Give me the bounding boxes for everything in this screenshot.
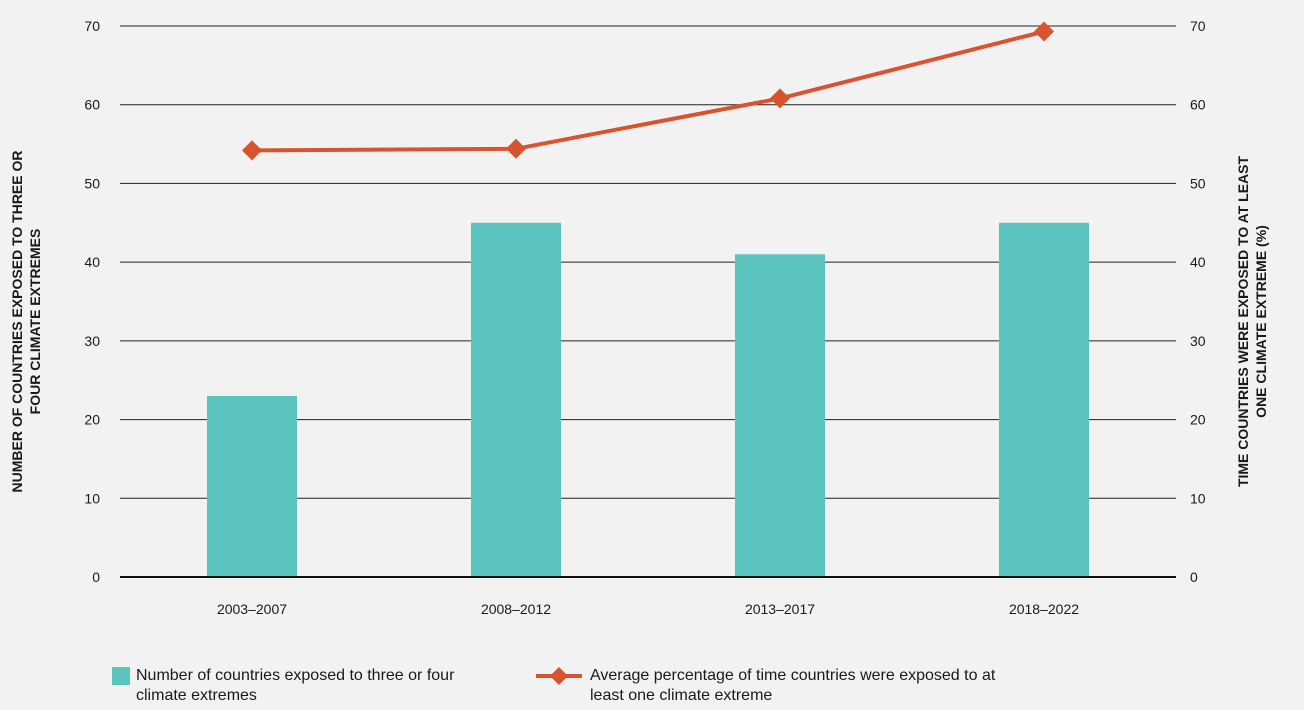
- bar: [207, 395, 297, 577]
- y-tick-label-right: 20: [1190, 412, 1206, 428]
- y-tick-label-left: 40: [84, 254, 100, 270]
- legend-line-icon: [536, 667, 582, 685]
- y-tick-label-right: 70: [1190, 18, 1206, 34]
- y-tick-label-left: 70: [84, 18, 100, 34]
- y-tick-label-left: 50: [84, 175, 100, 191]
- legend-line-label: Average percentage of time countries wer…: [590, 667, 996, 704]
- line-marker: [242, 140, 262, 161]
- bar: [471, 222, 561, 578]
- y-tick-label-right: 50: [1190, 175, 1206, 191]
- y-tick-label-right: 40: [1190, 254, 1206, 270]
- chart-plot: 0 0 10 10 20 20 30 30 40 40 50 50 60 60 70 70 2003–2007 2…: [9, 18, 1269, 617]
- series-line: [251, 29, 1045, 153]
- bar: [735, 254, 825, 577]
- y-tick-label-right: 60: [1190, 97, 1206, 113]
- line-marker: [770, 88, 790, 109]
- line-marker: [1034, 21, 1054, 42]
- y-tick-label-left: 0: [92, 569, 100, 585]
- x-tick-label: 2018–2022: [1009, 601, 1079, 617]
- legend-item-line: Average percentage of time countries wer…: [536, 666, 996, 706]
- y-tick-label-left: 20: [84, 412, 100, 428]
- x-tick-label: 2008–2012: [481, 601, 551, 617]
- y-tick-label-left: 60: [84, 97, 100, 113]
- y-tick-label-right: 10: [1190, 490, 1206, 506]
- bar: [999, 222, 1089, 578]
- line-marker: [506, 138, 526, 159]
- x-tick-label: 2013–2017: [745, 601, 815, 617]
- y-axis-title-left: NUMBER OF COUNTRIES EXPOSED TO THREE OR F…: [9, 151, 43, 493]
- y-tick-label-right: 0: [1190, 569, 1198, 585]
- y-axis-title-right: TIME COUNTRIES WERE EXPOSED TO AT LEAST O…: [1235, 156, 1269, 488]
- legend-bars-label: Number of countries exposed to three or …: [136, 667, 455, 704]
- x-tick-label: 2003–2007: [217, 601, 287, 617]
- legend-bar-swatch: [112, 667, 130, 685]
- legend-item-bars: Number of countries exposed to three or …: [112, 666, 496, 706]
- y-tick-label-left: 30: [84, 333, 100, 349]
- y-tick-label-right: 30: [1190, 333, 1206, 349]
- y-tick-label-left: 10: [84, 490, 100, 506]
- legend: Number of countries exposed to three or …: [112, 666, 996, 706]
